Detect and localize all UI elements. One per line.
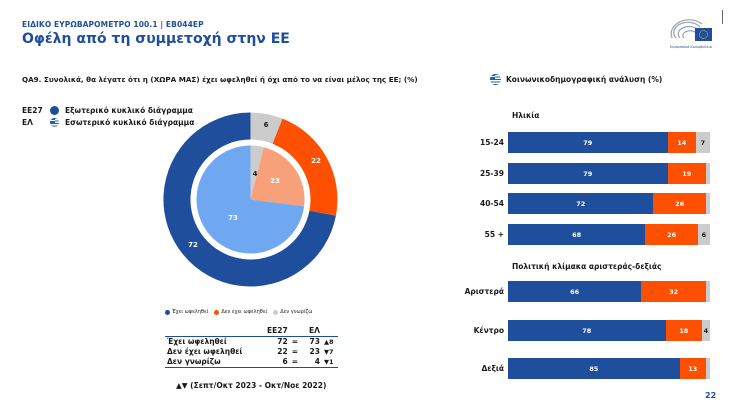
gray-dot-icon	[273, 309, 279, 315]
bar-row: 40-54 72 26	[460, 193, 710, 214]
bar-row-label: Δεξιά	[481, 364, 505, 373]
inner-dont-know-slice	[250, 145, 264, 200]
benefited-segment: 79	[508, 132, 668, 153]
dont-know-segment: 4	[701, 320, 710, 341]
stacked-bar: 78 18 4	[508, 320, 710, 341]
report-supertitle: ΕΙΔΙΚΟ ΕΥΡΩΒΑΡΟΜΕΤΡΟ 100.1 | EB044EP	[22, 20, 204, 29]
not-benefited-segment: 32	[641, 281, 706, 302]
benefited-segment: 72	[508, 193, 654, 214]
bar-row-label: 15-24	[480, 138, 504, 147]
stacked-bar: 79 14 7	[508, 132, 710, 153]
inner-benefited-value: 73	[228, 214, 238, 222]
inner-pie	[196, 145, 305, 254]
stacked-bar: 68 26 6	[508, 224, 710, 245]
stacked-bar: 85 13	[508, 358, 710, 379]
change-indicator: ▲8	[323, 338, 334, 346]
change-indicator: ▼7	[323, 348, 334, 356]
donut-chart: 6 22 72 4 23 73	[163, 112, 338, 287]
summary-header-row: ΕΕ27 ΕΛ	[165, 326, 338, 337]
legend-label: Εσωτερικό κυκλικό διάγραμμα	[65, 117, 195, 127]
not-benefited-segment: 19	[667, 163, 706, 184]
not-benefited-segment: 14	[667, 132, 696, 153]
stacked-bar: 66 32	[508, 281, 710, 302]
not-benefited-segment: 26	[653, 193, 706, 214]
greek-flag-icon	[50, 117, 59, 127]
table-row: Δεν γνωρίζω 6 = 4 ▼1	[165, 357, 338, 368]
bar-row: 55 + 68 26 6	[460, 224, 710, 245]
not-benefited-segment: 26	[645, 224, 698, 245]
outer-ring	[163, 112, 338, 287]
outer-benefited-value: 72	[188, 241, 198, 249]
benefited-segment: 68	[508, 224, 646, 245]
bar-row: Αριστερά 66 32	[460, 281, 710, 302]
dont-know-segment	[705, 163, 710, 184]
legend-code: ΕΛ	[22, 117, 33, 127]
stacked-bar: 79 19	[508, 163, 710, 184]
table-row: Δεν έχει ωφεληθεί 22 = 23 ▼7	[165, 347, 338, 357]
bar-row-label: 55 +	[484, 230, 504, 239]
benefited-segment: 79	[508, 163, 668, 184]
bar-row-label: Αριστερά	[464, 287, 504, 296]
bar-row-label: 40-54	[480, 199, 504, 208]
bar-row-label: Κέντρο	[473, 326, 504, 335]
dont-know-segment	[705, 281, 710, 302]
benefited-segment: 78	[508, 320, 666, 341]
orange-dot-icon	[214, 309, 220, 315]
outer-not-benefited-slice	[272, 118, 338, 216]
page-number: 22	[705, 391, 717, 400]
chart-legend: Έχει ωφεληθεί Δεν έχει ωφεληθεί Δεν γνωρ…	[165, 309, 312, 315]
page-title: Οφέλη από τη συμμετοχή στην ΕΕ	[22, 31, 290, 47]
legend-item-benefited: Έχει ωφεληθεί	[165, 309, 208, 315]
politics-section-label: Πολιτική κλίμακα αριστεράς-δεξιάς	[512, 262, 662, 271]
blue-dot-icon	[165, 309, 170, 315]
bar-row: Κέντρο 78 18 4	[460, 320, 710, 341]
change-indicator: ▼1	[323, 358, 334, 366]
bar-row: 25-39 79 19	[460, 163, 710, 184]
dont-know-segment: 6	[697, 224, 710, 245]
legend-item-dont-know: Δεν γνωρίζω	[273, 309, 312, 315]
bar-row-label: 25-39	[480, 169, 504, 178]
donut-legend: ΕΕ27 Εξωτερικό κυκλικό διάγραμμα ΕΛ Εσωτ…	[22, 104, 194, 128]
legend-item-not-benefited: Δεν έχει ωφεληθεί	[214, 309, 267, 315]
inner-not-benefited-value: 23	[270, 177, 280, 185]
not-benefited-segment: 13	[679, 358, 706, 379]
bar-row: 15-24 79 14 7	[460, 132, 710, 153]
dont-know-segment	[705, 358, 710, 379]
legend-eu27: ΕΕ27 Εξωτερικό κυκλικό διάγραμμα	[22, 104, 194, 116]
col-eu27: ΕΕ27	[267, 326, 288, 335]
outer-benefited-slice	[163, 112, 336, 287]
benefited-segment: 85	[508, 358, 680, 379]
outer-not-benefited-value: 22	[311, 157, 321, 165]
socio-heading-label: Κοινωνικοδημογραφική ανάλυση (%)	[506, 75, 663, 84]
legend-label: Εξωτερικό κυκλικό διάγραμμα	[65, 105, 193, 115]
legend-el: ΕΛ Εσωτερικό κυκλικό διάγραμμα	[22, 116, 194, 128]
inner-dont-know-value: 4	[253, 170, 258, 178]
age-section-label: Ηλικία	[512, 111, 540, 120]
parliament-hemicycle-icon	[670, 19, 712, 41]
footnote: ▲▼ (Σεπτ/Οκτ 2023 - Οκτ/Νοε 2022)	[176, 381, 327, 390]
dont-know-segment: 7	[695, 132, 710, 153]
european-parliament-logo: Ευρωπαϊκό Κοινοβούλιο	[668, 14, 714, 54]
bar-row: Δεξιά 85 13	[460, 358, 710, 379]
dont-know-segment	[705, 193, 710, 214]
col-el: ΕΛ	[309, 326, 320, 335]
blue-dot-icon	[50, 105, 59, 115]
table-row: Έχει ωφεληθεί 72 = 73 ▲8	[165, 337, 338, 348]
greek-flag-icon	[490, 74, 501, 85]
outer-dont-know-slice	[250, 112, 283, 144]
inner-benefited-slice	[196, 145, 305, 254]
question-text: QA9. Συνολικά, θα λέγατε ότι η (ΧΩΡΑ ΜΑΣ…	[22, 75, 418, 84]
benefited-segment: 66	[508, 281, 642, 302]
logo-caption: Ευρωπαϊκό Κοινοβούλιο	[670, 45, 712, 49]
not-benefited-segment: 18	[665, 320, 702, 341]
stacked-bar: 72 26	[508, 193, 710, 214]
legend-code: ΕΕ27	[22, 105, 43, 115]
outer-dont-know-value: 6	[264, 121, 269, 129]
summary-table: ΕΕ27 ΕΛ Έχει ωφεληθεί 72 = 73 ▲8 Δεν έχε…	[165, 326, 338, 368]
header-divider	[722, 10, 723, 24]
socio-heading: Κοινωνικοδημογραφική ανάλυση (%)	[490, 74, 662, 85]
inner-not-benefited-slice	[250, 147, 305, 207]
